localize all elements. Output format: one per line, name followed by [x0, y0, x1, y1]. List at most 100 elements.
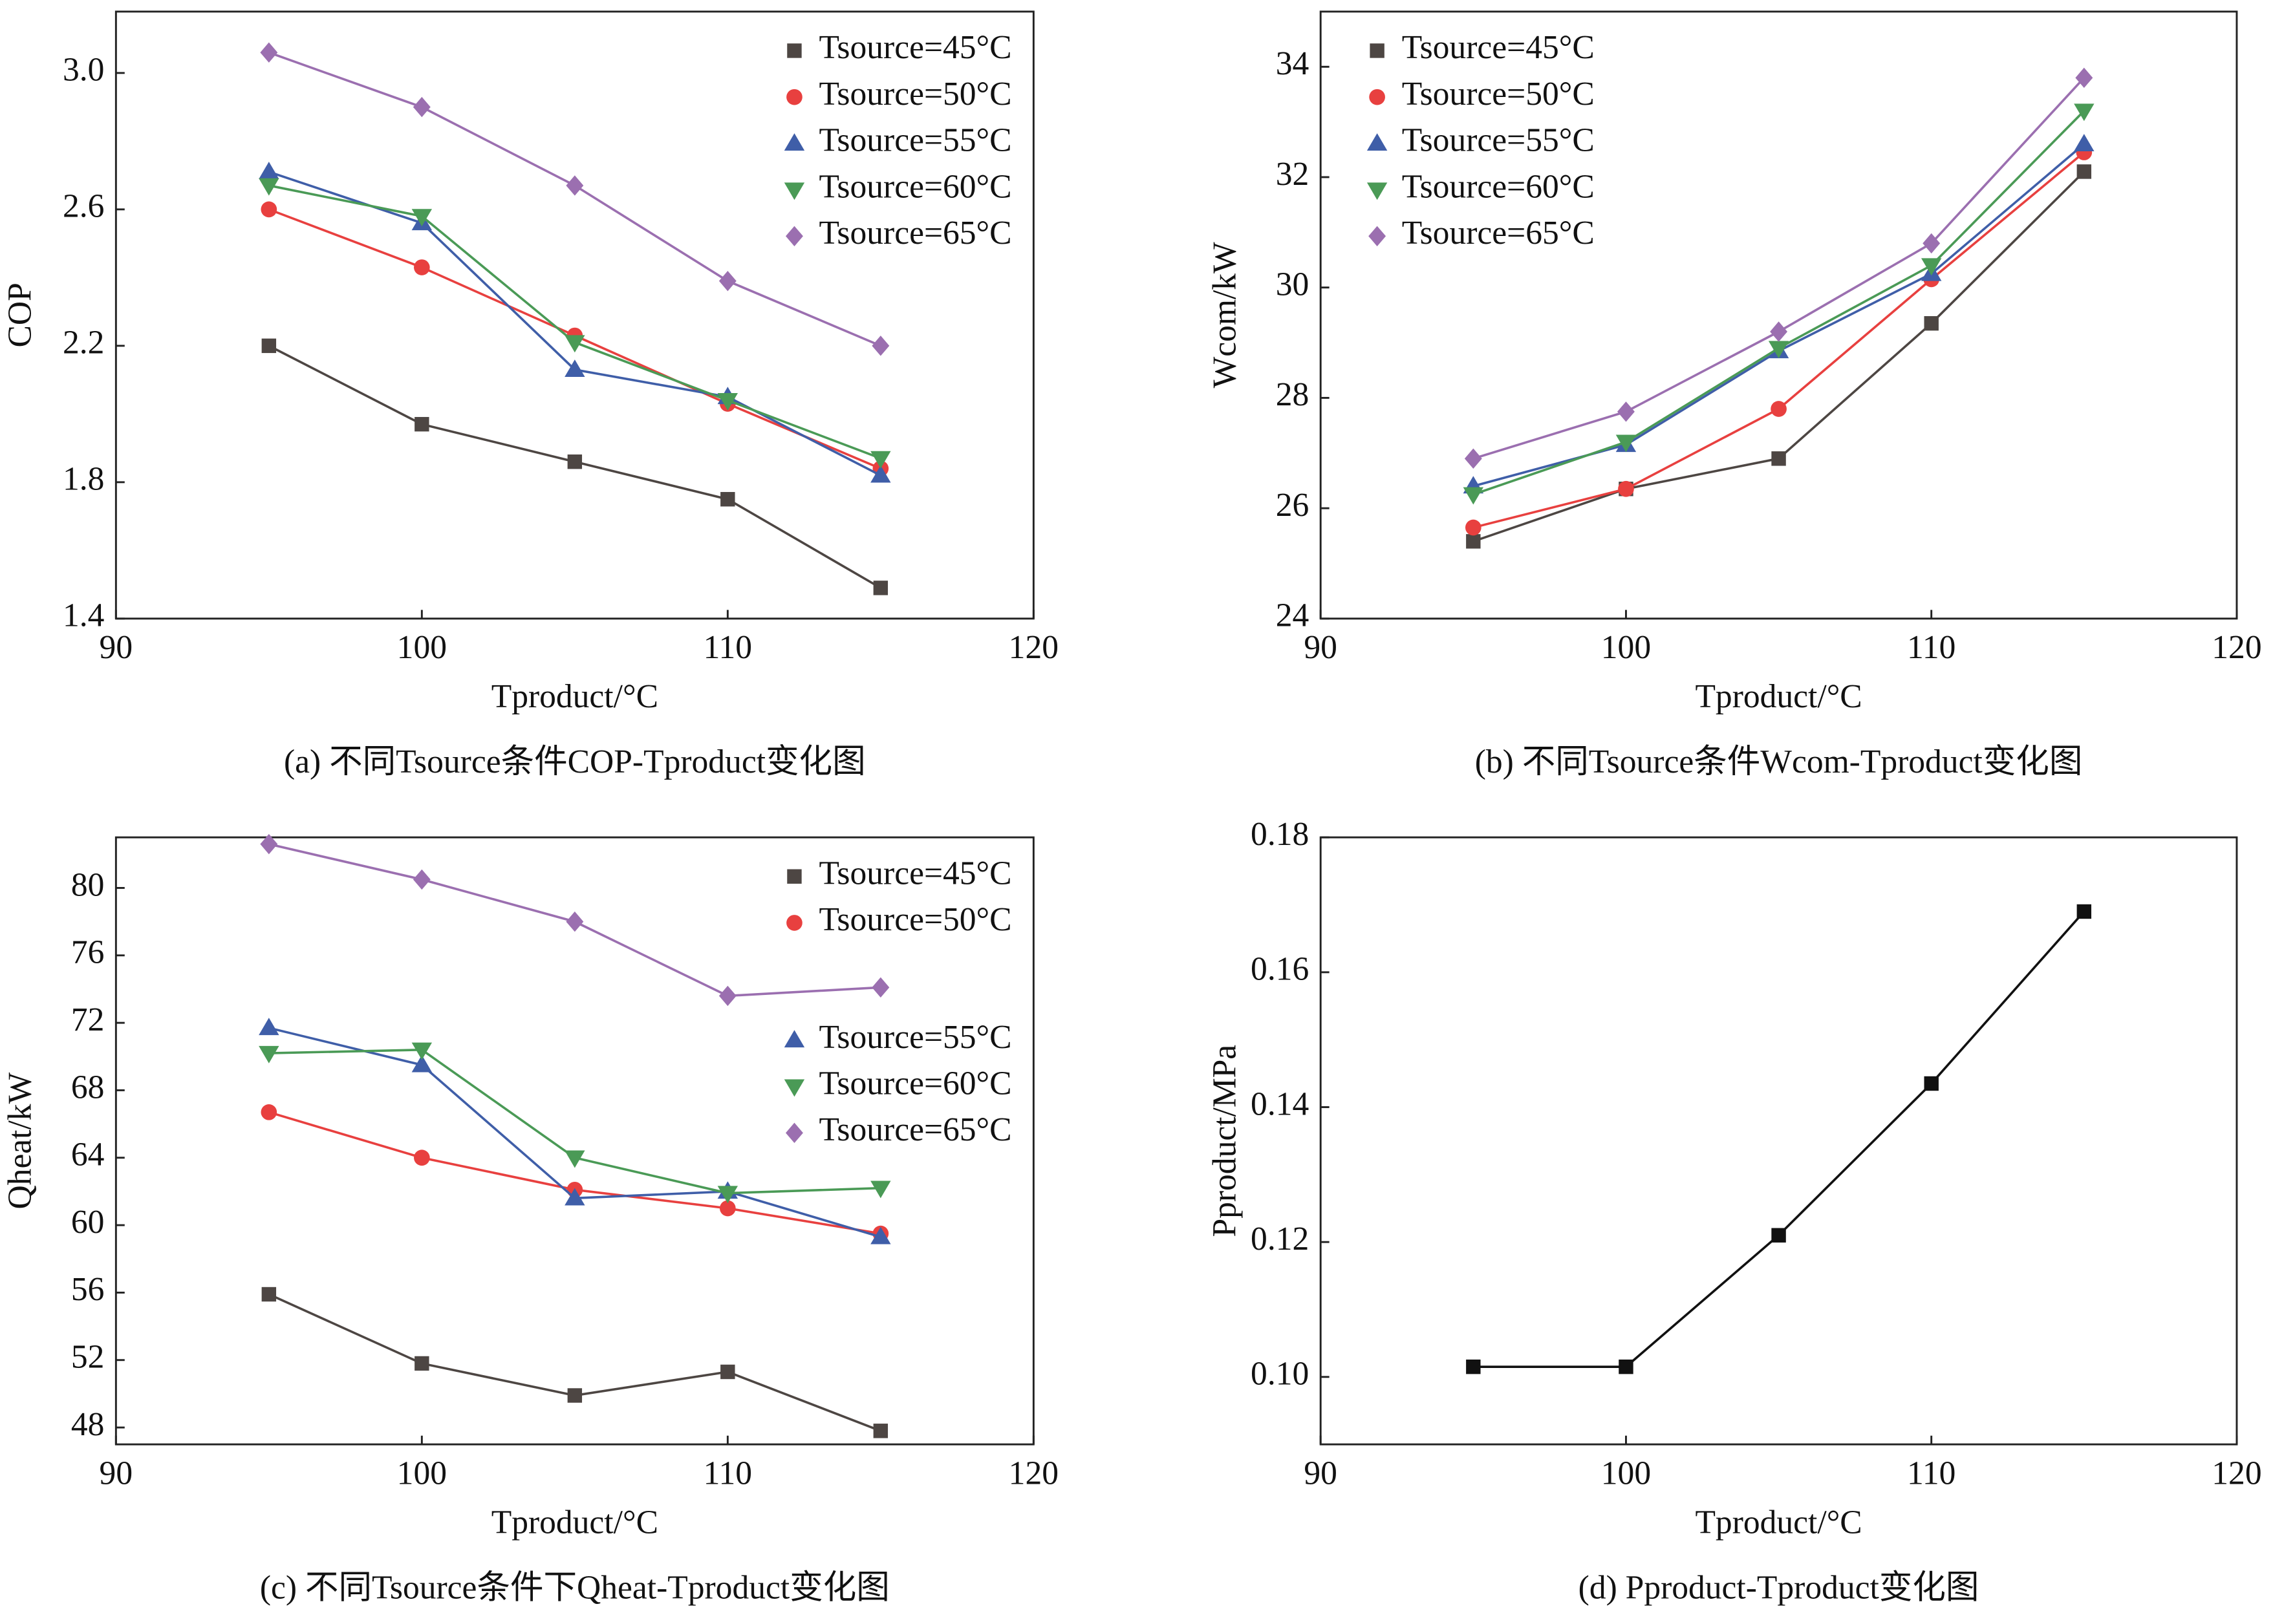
marker — [717, 393, 738, 411]
y-tick-label: 0.14 — [1251, 1085, 1309, 1122]
y-tick-label: 68 — [71, 1069, 105, 1106]
legend-label: Tsource=50°C — [819, 76, 1012, 112]
marker — [720, 1364, 735, 1380]
marker — [567, 1388, 583, 1403]
marker — [566, 911, 584, 932]
y-tick-label: 52 — [71, 1339, 105, 1376]
marker — [1464, 448, 1482, 469]
y-axis-label: Pproduct/MPa — [1207, 1045, 1244, 1237]
marker — [415, 416, 429, 432]
y-tick-label: 32 — [1276, 156, 1309, 193]
marker — [1924, 1076, 1939, 1091]
x-tick-label: 90 — [1304, 1455, 1337, 1491]
marker — [259, 1018, 279, 1036]
marker — [565, 359, 585, 377]
marker — [872, 336, 890, 356]
x-tick-label: 110 — [704, 1455, 752, 1491]
legend-marker — [1366, 182, 1388, 200]
legend-label: Tsource=65°C — [1402, 215, 1595, 251]
y-tick-label: 0.18 — [1251, 816, 1309, 853]
marker — [261, 1287, 277, 1302]
x-axis-label: Tproduct/°C — [1695, 678, 1862, 715]
marker — [411, 1042, 433, 1060]
marker — [567, 454, 583, 469]
legend-label: Tsource=65°C — [819, 215, 1012, 251]
marker — [870, 1181, 891, 1199]
y-tick-label: 24 — [1276, 597, 1309, 634]
marker — [870, 465, 891, 483]
legend-label: Tsource=65°C — [819, 1111, 1012, 1148]
series-line — [268, 184, 881, 460]
marker — [1619, 1359, 1633, 1374]
marker — [259, 1045, 279, 1063]
x-tick-label: 110 — [1907, 1455, 1955, 1491]
legend-marker — [786, 89, 803, 105]
y-tick-label: 28 — [1276, 376, 1309, 413]
y-tick-label: 48 — [71, 1406, 105, 1443]
marker — [718, 270, 737, 292]
marker — [414, 1149, 430, 1166]
y-tick-label: 1.8 — [63, 461, 104, 498]
x-tick-label: 120 — [2212, 1455, 2261, 1491]
legend-marker — [1370, 43, 1384, 58]
marker — [259, 162, 279, 180]
marker — [720, 492, 735, 507]
marker — [872, 977, 890, 998]
y-tick-label: 60 — [71, 1204, 105, 1241]
marker — [1771, 451, 1786, 466]
y-tick-label: 80 — [71, 866, 105, 903]
legend-label: Tsource=45°C — [1402, 29, 1595, 66]
plot-frame — [114, 10, 1035, 620]
y-tick-label: 56 — [71, 1271, 105, 1308]
marker — [566, 175, 584, 196]
marker — [413, 869, 431, 890]
y-axis-label: COP — [2, 283, 39, 347]
legend-label: Tsource=45°C — [819, 855, 1012, 892]
marker — [1463, 487, 1484, 505]
marker — [1466, 534, 1481, 549]
marker — [411, 1054, 433, 1073]
y-axis-label: Qheat/kW — [2, 1072, 39, 1209]
series-line — [1473, 910, 2085, 1368]
y-tick-label: 2.2 — [63, 325, 104, 361]
x-axis-label: Tproduct/°C — [491, 678, 658, 715]
y-tick-label: 64 — [71, 1137, 105, 1173]
marker — [870, 1226, 891, 1245]
marker — [1921, 258, 1942, 276]
marker — [1615, 434, 1637, 453]
x-tick-label: 100 — [1601, 1455, 1651, 1491]
y-tick-label: 72 — [71, 1001, 105, 1038]
marker — [2076, 164, 2092, 179]
x-axis-label: Tproduct/°C — [1695, 1504, 1862, 1541]
marker — [415, 1356, 429, 1371]
legend-marker — [1369, 89, 1385, 105]
marker — [2076, 904, 2092, 919]
legend-marker — [786, 226, 803, 246]
legend-label: Tsource=55°C — [819, 122, 1012, 159]
caption: (c) 不同Tsource条件下Qheat-Tproduct变化图 — [260, 1569, 890, 1606]
marker — [414, 259, 430, 275]
y-tick-label: 34 — [1276, 45, 1309, 82]
marker — [261, 201, 277, 218]
y-tick-label: 30 — [1276, 266, 1309, 303]
marker — [1617, 401, 1635, 422]
marker — [261, 338, 277, 354]
marker — [2074, 134, 2095, 151]
x-tick-label: 90 — [100, 1455, 133, 1491]
y-tick-label: 3.0 — [63, 52, 104, 89]
y-tick-label: 1.4 — [63, 597, 104, 634]
marker — [259, 178, 279, 196]
x-tick-label: 100 — [397, 1455, 447, 1491]
legend-marker — [784, 133, 805, 151]
x-tick-label: 100 — [1601, 629, 1651, 666]
legend-label: Tsource=60°C — [819, 168, 1012, 205]
legend-marker — [1366, 133, 1388, 151]
marker — [1771, 401, 1787, 417]
marker — [2074, 103, 2095, 122]
legend-label: Tsource=60°C — [1402, 168, 1595, 205]
marker — [565, 335, 585, 353]
series-line — [268, 1049, 881, 1195]
legend-label: Tsource=45°C — [819, 29, 1012, 66]
